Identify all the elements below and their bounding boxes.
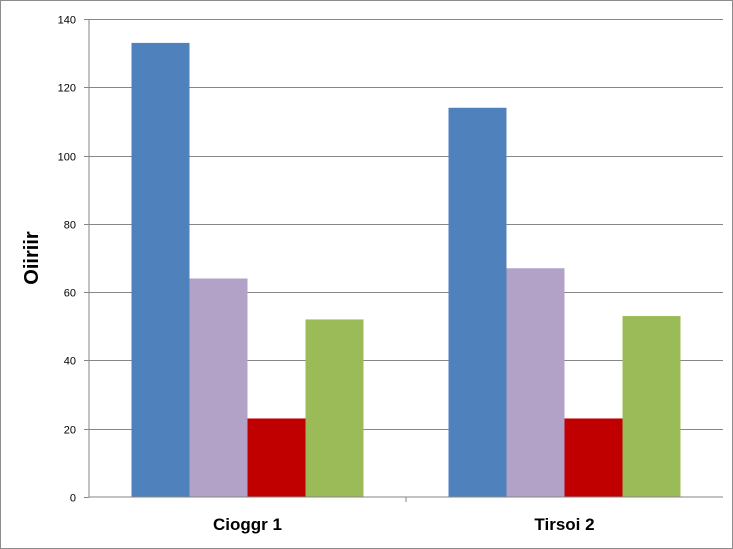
y-tick-label: 60: [64, 288, 76, 300]
bars: [131, 42, 681, 502]
bar: [622, 316, 681, 497]
bar: [247, 418, 306, 497]
bar: [131, 42, 190, 498]
bar: [564, 418, 623, 497]
y-tick-label: 80: [64, 220, 76, 232]
y-tick-label: 40: [64, 356, 76, 368]
x-category-label: Cioggr 1: [213, 515, 282, 534]
bar: [305, 319, 364, 497]
bar: [506, 268, 565, 497]
y-tick-label: 100: [58, 152, 76, 164]
y-tick-label: 20: [64, 425, 76, 437]
y-tick-label: 120: [58, 83, 76, 95]
x-category-labels: Cioggr 1 Tirsoi 2: [213, 515, 595, 534]
bar: [448, 107, 507, 498]
bar: [189, 278, 248, 497]
y-tick-label: 140: [58, 15, 76, 27]
x-category-label: Tirsoi 2: [534, 515, 594, 534]
y-axis-label: Oiiriir: [21, 231, 43, 285]
y-tick-labels: 0 20 40 60 80 100 120 140: [58, 15, 76, 505]
axes: [88, 19, 723, 498]
y-tick-label: 0: [70, 493, 76, 505]
